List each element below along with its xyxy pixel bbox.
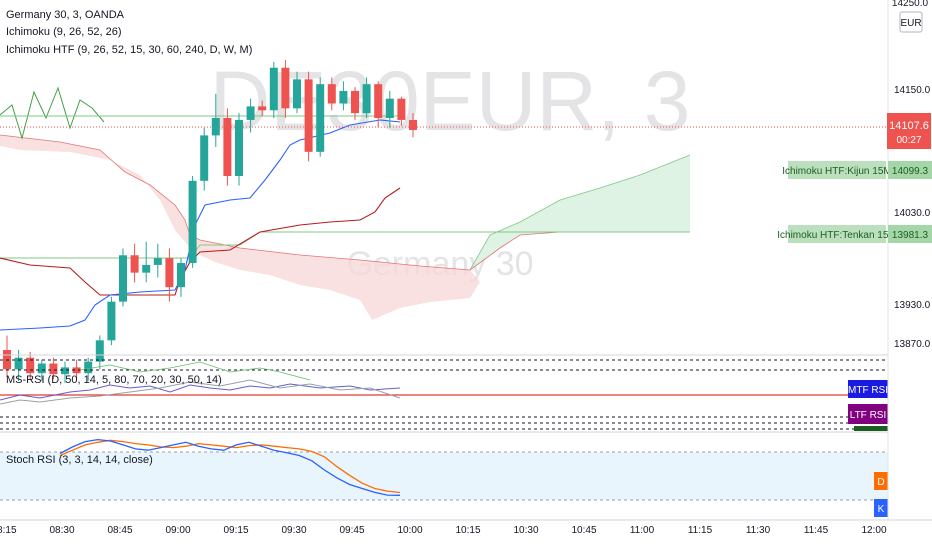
- candle-body: [153, 258, 162, 265]
- time-tick-label: 09:30: [281, 525, 306, 536]
- candle-body: [142, 264, 151, 273]
- htf-value-tag: [888, 225, 932, 243]
- senkou-a-line: [0, 134, 471, 271]
- ltf-rsi-label: LTF RSI: [850, 410, 886, 421]
- last-price-badge: [887, 113, 931, 149]
- htf-value-tag: [888, 161, 932, 179]
- symbol-title: Germany 30, 3, OANDA: [6, 9, 124, 21]
- candle-body: [409, 119, 417, 130]
- mtf-rsi-label-tag: [848, 380, 888, 398]
- time-tick-label: 09:45: [339, 525, 364, 536]
- indicator-ichimoku[interactable]: Ichimoku (9, 26, 52, 26): [6, 26, 122, 38]
- htf-label-text: Ichimoku HTF:Tenkan 15M: [777, 230, 897, 241]
- stoch-d-label-tag: [874, 472, 888, 490]
- stoch-k-label-tag: [874, 499, 888, 517]
- last-price-value: 14107.6: [889, 120, 929, 132]
- msrsi-label[interactable]: MS-RSI (D, 50, 14, 5, 80, 70, 20, 30, 50…: [6, 374, 222, 386]
- time-tick-label: 08:15: [0, 525, 17, 536]
- candle-body: [316, 84, 325, 152]
- price-tick-label: 13870.0: [894, 339, 931, 350]
- candle-body: [84, 361, 93, 374]
- ltf-rsi-line: [0, 379, 401, 405]
- currency-label: EUR: [900, 18, 921, 29]
- time-tick-label: 09:00: [165, 525, 190, 536]
- time-tick-label: 08:30: [49, 525, 74, 536]
- time-tick-label: 10:45: [571, 525, 596, 536]
- candle-body: [304, 79, 313, 152]
- candle-body: [49, 363, 58, 375]
- time-tick-label: 11:30: [746, 525, 771, 536]
- currency-badge: [899, 11, 923, 33]
- time-tick-label: 08:45: [107, 525, 132, 536]
- stoch-band: [0, 452, 888, 500]
- candle-body: [37, 363, 46, 374]
- candle-body: [211, 118, 220, 136]
- candle-body: [119, 255, 127, 302]
- price-tick-label: 14150.0: [894, 85, 931, 96]
- time-tick-label: 10:00: [397, 525, 422, 536]
- ichimoku-cloud-bullish: [470, 155, 690, 270]
- price-tick-label: 14250.0: [892, 0, 929, 9]
- candle-body: [95, 340, 104, 362]
- price-tick-label: 13930.0: [894, 300, 931, 311]
- candle-body: [281, 67, 290, 109]
- time-tick-label: 09:15: [223, 525, 248, 536]
- candle-body: [397, 98, 406, 120]
- htf-value-text: 14099.3: [892, 166, 929, 177]
- candle-body: [362, 84, 371, 114]
- candle-body: [177, 263, 185, 288]
- candle-body: [200, 135, 209, 181]
- time-tick-label: 10:15: [455, 525, 480, 536]
- price-tick-label: 14030.0: [894, 208, 931, 219]
- htf-label-tag: [788, 225, 886, 243]
- htf-value-text: 13981.3: [892, 230, 929, 241]
- time-tick-label: 11:45: [804, 525, 829, 536]
- price-axis-background: [888, 0, 932, 550]
- candle-body: [223, 118, 232, 176]
- stoch-k-line: [59, 438, 401, 496]
- candle-body: [235, 119, 243, 176]
- stoch-k-label: K: [878, 504, 885, 515]
- rsi-signal-line: [79, 361, 311, 381]
- candle-body: [327, 84, 336, 104]
- candle-body: [61, 367, 69, 375]
- candle-body: [14, 357, 23, 370]
- msrsi-bar: [854, 426, 888, 431]
- chikou-span-line: [0, 86, 105, 140]
- time-tick-label: 11:00: [630, 525, 655, 536]
- tenkan-line: [0, 187, 401, 296]
- time-tick-label: 10:30: [513, 525, 538, 536]
- time-tick-label: 12:00: [861, 525, 886, 536]
- senkou-a-future-line: [469, 154, 691, 271]
- candle-body: [246, 106, 255, 120]
- candle-body: [188, 180, 197, 263]
- htf-label-tag: [788, 161, 886, 179]
- ltf-rsi-label-tag: [848, 404, 888, 424]
- candle-body: [374, 84, 383, 118]
- candle-body: [339, 90, 348, 104]
- ichimoku-cloud-bearish: [0, 135, 480, 320]
- indicator-ichimoku-htf[interactable]: Ichimoku HTF (9, 26, 52, 15, 30, 60, 240…: [6, 44, 253, 56]
- stoch-rsi-label[interactable]: Stoch RSI (3, 3, 14, 14, close): [6, 454, 153, 466]
- candle-body: [258, 106, 267, 111]
- watermark-ticker: DE30EUR, 3: [210, 54, 691, 148]
- candle-body: [72, 367, 81, 374]
- mtf-rsi-label: MTF RSI: [848, 385, 888, 396]
- candle-body: [293, 79, 301, 109]
- candle-body: [351, 90, 359, 114]
- candle-body: [269, 67, 278, 111]
- time-tick-label: 11:15: [688, 525, 713, 536]
- candle-body: [107, 301, 116, 341]
- price-countdown: 00:27: [896, 135, 921, 146]
- candle-body: [26, 357, 35, 374]
- stoch-d-label: D: [877, 477, 884, 488]
- candle-body: [130, 255, 139, 273]
- mtf-rsi-line: [0, 383, 401, 401]
- candle-body: [385, 98, 394, 118]
- candle-body: [165, 258, 174, 288]
- htf-label-text: Ichimoku HTF:Kijun 15M: [782, 166, 891, 177]
